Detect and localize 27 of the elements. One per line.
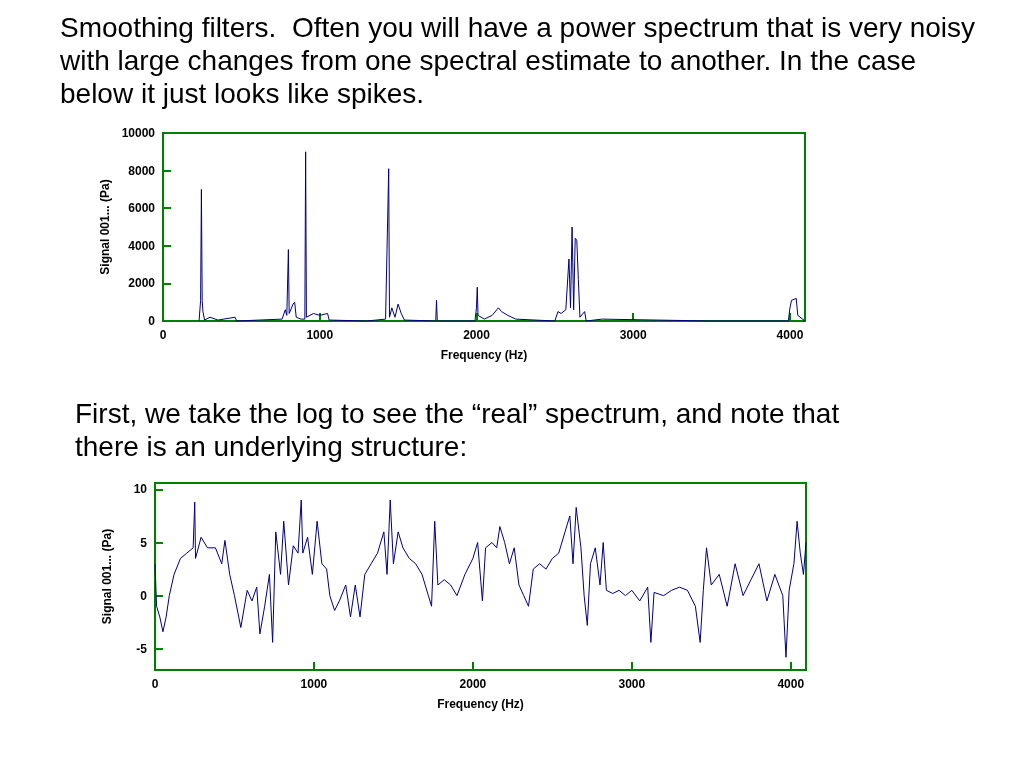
x-tick-label: 4000 xyxy=(776,328,804,342)
y-tick-label: -5 xyxy=(136,641,148,656)
y-tick-label: 10000 xyxy=(121,126,156,140)
y-tick-label: 10 xyxy=(133,482,148,497)
x-axis-title: Frequency (Hz) xyxy=(437,697,524,711)
x-tick-label: 0 xyxy=(159,328,167,342)
x-tick-label: 4000 xyxy=(777,677,805,691)
y-tick-label: 4000 xyxy=(128,238,156,253)
chart-title: First, we take the log to see the “real” spectrum, and note that there is an underlying structure: xyxy=(75,398,847,462)
y-tick-label: 0 xyxy=(140,588,148,603)
y-tick-label: 2000 xyxy=(128,276,156,291)
y-axis-title: Signal 001... (Pa) xyxy=(97,179,112,275)
y-tick-label: 5 xyxy=(140,535,148,550)
x-tick-label: 2000 xyxy=(463,328,491,342)
x-tick-label: 3000 xyxy=(618,677,646,691)
y-tick-label: 8000 xyxy=(128,163,156,178)
chart-title: Smoothing filters. Often you will have a power spectrum that is very noisy with large changes from one spectral estimate to another. In the case below it just looks like spikes. xyxy=(59,12,983,109)
y-tick-label: 6000 xyxy=(128,201,156,216)
x-tick-label: 2000 xyxy=(459,677,487,691)
y-tick-label: 0 xyxy=(148,314,156,328)
line-series xyxy=(154,499,807,658)
x-tick-label: 1000 xyxy=(300,677,328,691)
y-axis-title: Signal 001... (Pa) xyxy=(100,528,114,625)
x-axis-title: Frequency (Hz) xyxy=(440,348,528,362)
x-tick-label: 1000 xyxy=(306,328,334,342)
line-series xyxy=(198,151,806,322)
x-tick-label: 3000 xyxy=(619,328,647,342)
